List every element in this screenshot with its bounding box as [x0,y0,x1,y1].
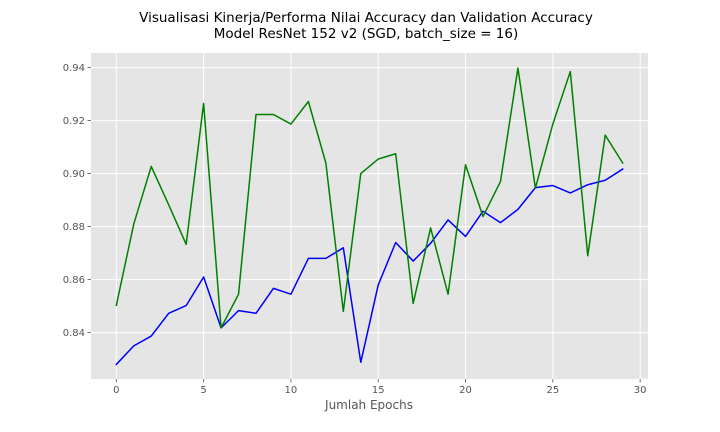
chart-title-line2: Model ResNet 152 v2 (SGD, batch_size = 1… [214,26,519,42]
series-line-1 [115,168,624,366]
x-tick-label: 10 [285,385,298,396]
x-axis-label: Jumlah Epochs [324,398,413,412]
y-tick-label: 0.94 [63,63,85,74]
chart-title-line1: Visualisasi Kinerja/Performa Nilai Accur… [139,10,593,26]
x-tick-label: 5 [200,385,206,396]
x-axis: 0 5 10 15 20 25 30 [113,379,647,396]
y-tick-label: 0.88 [63,222,85,233]
x-tick-label: 0 [113,385,119,396]
x-tick-label: 20 [459,385,472,396]
x-tick-label: 30 [634,385,647,396]
series-line-2 [115,67,624,329]
x-tick-label: 15 [372,385,385,396]
plot-area [91,53,648,379]
y-tick-label: 0.86 [63,275,85,286]
series-group [115,67,624,366]
y-axis: 0.84 0.86 0.88 0.90 0.92 0.94 [63,63,91,339]
y-tick-label: 0.92 [63,116,85,127]
grid [91,53,648,379]
x-tick-label: 25 [546,385,559,396]
y-tick-label: 0.84 [63,328,85,339]
y-tick-label: 0.90 [63,169,85,180]
